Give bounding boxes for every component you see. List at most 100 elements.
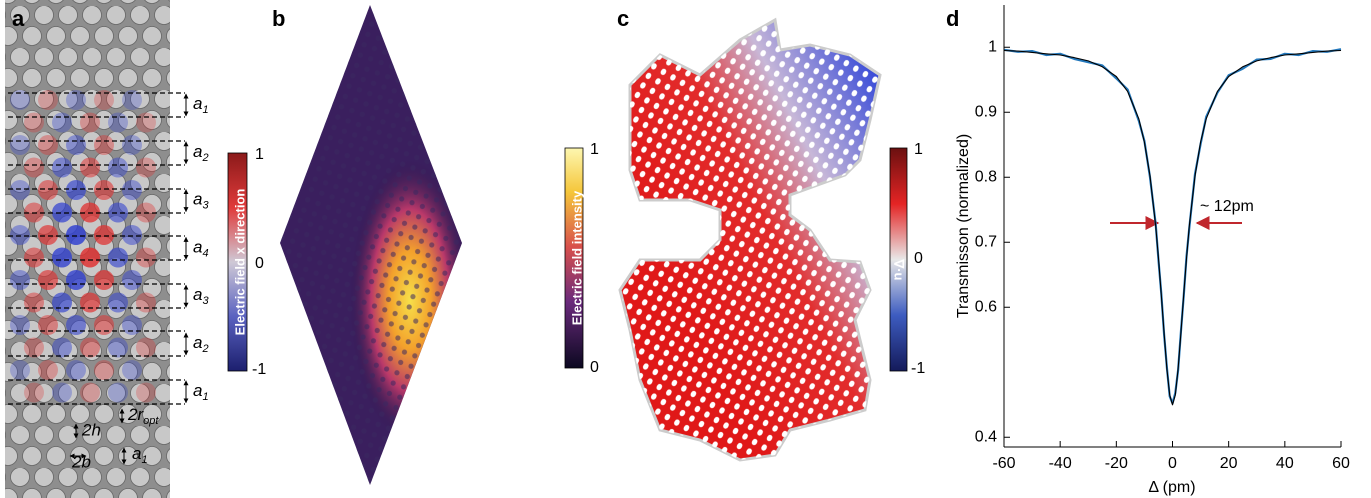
colorbar-tick: -1	[911, 360, 925, 377]
field-blob	[80, 338, 100, 358]
field-blob	[52, 158, 72, 178]
spacing-sub: 2	[201, 152, 208, 164]
spacing-label: a2	[193, 333, 209, 354]
field-blob	[52, 383, 72, 403]
spacing-main: a	[193, 238, 202, 257]
field-blob	[10, 270, 30, 290]
field-blob	[24, 248, 44, 268]
x-tick-label: 0	[1168, 455, 1177, 472]
x-tick-label: -40	[1049, 455, 1072, 472]
field-blob	[10, 225, 30, 245]
field-blob	[66, 360, 86, 380]
colorbar-tick: 0	[590, 359, 599, 376]
field-blob	[108, 158, 128, 178]
spacing-sub: 1	[202, 104, 208, 116]
field-blob	[66, 270, 86, 290]
field-blob	[80, 158, 100, 178]
spacing-label: a2	[193, 142, 209, 163]
radius-sub: opt	[143, 415, 159, 427]
spacing-sub: 1	[202, 391, 208, 403]
hole-pattern	[280, 5, 462, 485]
field-blob	[94, 360, 114, 380]
hole-width: 2b	[71, 452, 91, 471]
pitch-sub: 1	[141, 454, 147, 466]
panel-label: a	[12, 6, 25, 31]
colorbar-tick: 0	[914, 250, 923, 267]
spacing-main: a	[193, 190, 202, 209]
field-blob	[24, 113, 44, 133]
field-blob	[122, 225, 142, 245]
panel-label: c	[617, 6, 629, 31]
field-blob	[10, 360, 30, 380]
spacing-main: a	[193, 381, 202, 400]
colorbar-tick: 1	[914, 141, 923, 158]
annotation: ~ 12pm	[1200, 198, 1254, 215]
spacing-main: a	[193, 286, 202, 305]
colorbar-tick: 1	[255, 146, 264, 163]
field-blob	[52, 338, 72, 358]
field-blob	[122, 180, 142, 200]
field-blob	[122, 315, 142, 335]
spacing-labels: a1a2a3a4a3a2a1	[186, 94, 209, 403]
field-blob	[136, 113, 156, 133]
radius-main: 2r	[127, 405, 144, 424]
field-blob	[108, 113, 128, 133]
spacing-sub: 2	[201, 343, 208, 355]
y-tick-label: 0.8	[975, 168, 997, 185]
field-blob	[80, 383, 100, 403]
colorbar-label: Electric field intensity	[569, 190, 584, 325]
figure: a1a2a3a4a3a2a1 2h 2b 2ropt a1 Electric f…	[0, 0, 1371, 498]
spacing-main: a	[193, 94, 202, 113]
spacing-label: a4	[193, 238, 209, 259]
membrane-holes	[620, 20, 880, 460]
panel-label: d	[946, 6, 959, 31]
field-blob	[52, 113, 72, 133]
y-axis-label: Transmisson (normalized)	[955, 134, 972, 318]
spacing-label: a3	[193, 190, 209, 211]
field-blob	[122, 360, 142, 380]
field-blob	[80, 248, 100, 268]
y-tick-label: 0.4	[975, 428, 997, 445]
field-blob	[94, 135, 114, 155]
y-tick-label: 0.7	[975, 233, 997, 250]
field-blob	[108, 293, 128, 313]
colorbar-tick: 0	[255, 255, 264, 272]
spacing-sub: 3	[202, 200, 209, 212]
y-tick-label: 0.9	[975, 103, 997, 120]
field-blob	[136, 338, 156, 358]
field-blob	[10, 180, 30, 200]
field-blob	[24, 293, 44, 313]
spacing-label: a3	[193, 286, 209, 307]
colorbar-tick: -1	[252, 361, 266, 378]
colorbar-tick: 1	[590, 141, 599, 158]
data-line	[1004, 49, 1341, 403]
field-blob	[94, 225, 114, 245]
field-blob	[136, 383, 156, 403]
field-blob	[52, 248, 72, 268]
colorbar-label: ∇·u	[892, 259, 907, 281]
chart: Transmisson (normalized) Δ (pm) ~ 12pm 0…	[955, 5, 1350, 496]
field-blob	[108, 383, 128, 403]
field-blob	[66, 315, 86, 335]
field-blob	[38, 315, 58, 335]
y-tick-label: 0.6	[975, 298, 997, 315]
x-tick-label: -60	[992, 455, 1015, 472]
field-blob	[94, 180, 114, 200]
field-blob	[108, 248, 128, 268]
spacing-main: a	[193, 333, 202, 352]
field-blob	[38, 360, 58, 380]
panel-label: b	[272, 6, 285, 31]
field-blob	[122, 135, 142, 155]
field-blob	[52, 293, 72, 313]
x-tick-label: 20	[1220, 455, 1238, 472]
data-line	[1004, 51, 1341, 405]
pitch-main: a	[132, 444, 141, 463]
field-blob	[80, 113, 100, 133]
field-blob	[136, 293, 156, 313]
field-blob	[38, 270, 58, 290]
hole-height: 2h	[81, 420, 101, 439]
x-tick-label: -20	[1105, 455, 1128, 472]
spacing-label: a1	[193, 381, 209, 402]
field-blob	[136, 158, 156, 178]
x-tick-label: 40	[1276, 455, 1294, 472]
